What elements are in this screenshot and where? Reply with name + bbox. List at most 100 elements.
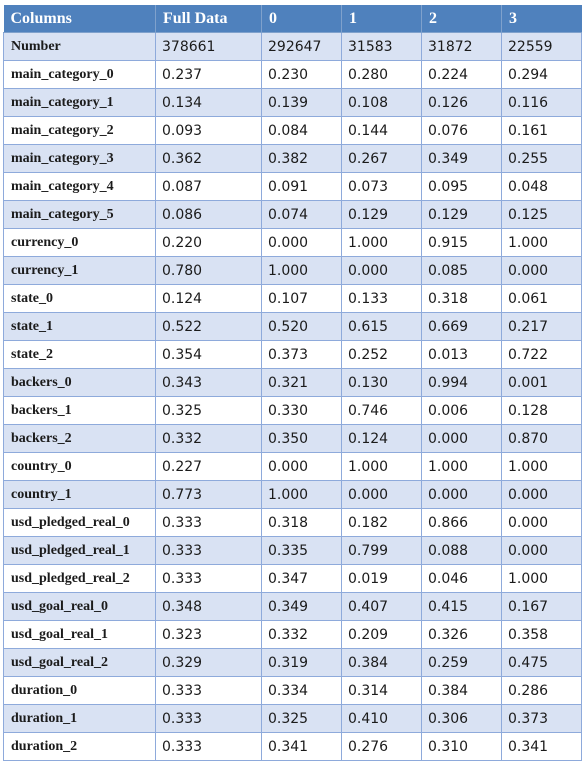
- value-cell: 0.799: [341, 536, 422, 565]
- value-cell: 0.341: [501, 732, 582, 761]
- value-cell: 0.325: [261, 704, 342, 733]
- table-row: state_0 0.124 0.107 0.133 0.318 0.061: [3, 284, 582, 313]
- value-cell: 0.133: [341, 284, 422, 313]
- value-cell: 0.209: [341, 620, 422, 649]
- value-cell: 0.076: [421, 116, 502, 145]
- value-cell: 0.217: [501, 312, 582, 341]
- value-cell: 0.048: [501, 172, 582, 201]
- row-label-cell: usd_pledged_real_0: [3, 508, 156, 537]
- value-cell: 0.350: [261, 424, 342, 453]
- value-cell: 292647: [261, 32, 342, 61]
- value-cell: 0.349: [421, 144, 502, 173]
- value-cell: 0.267: [341, 144, 422, 173]
- value-cell: 0.314: [341, 676, 422, 705]
- value-cell: 0.722: [501, 340, 582, 369]
- value-cell: 378661: [155, 32, 262, 61]
- table-row: usd_goal_real_1 0.323 0.332 0.209 0.326 0.358: [3, 620, 582, 649]
- table-row: Number 378661 292647 31583 31872 22559: [3, 32, 582, 61]
- value-cell: 0.000: [501, 508, 582, 537]
- value-cell: 0.019: [341, 564, 422, 593]
- table-row: backers_1 0.325 0.330 0.746 0.006 0.128: [3, 396, 582, 425]
- value-cell: 0.310: [421, 732, 502, 761]
- value-cell: 0.000: [501, 536, 582, 565]
- value-cell: 0.362: [155, 144, 262, 173]
- value-cell: 0.330: [261, 396, 342, 425]
- value-cell: 1.000: [341, 228, 422, 257]
- row-label-cell: usd_pledged_real_1: [3, 536, 156, 565]
- row-label-cell: state_1: [3, 312, 156, 341]
- row-label-cell: backers_0: [3, 368, 156, 397]
- value-cell: 0.013: [421, 340, 502, 369]
- value-cell: 0.046: [421, 564, 502, 593]
- column-header-full-data: Full Data: [155, 5, 262, 33]
- value-cell: 0.000: [261, 228, 342, 257]
- value-cell: 31583: [341, 32, 422, 61]
- value-cell: 0.407: [341, 592, 422, 621]
- row-label-cell: main_category_0: [3, 60, 156, 89]
- table-row: duration_2 0.333 0.341 0.276 0.310 0.341: [3, 732, 582, 761]
- value-cell: 1.000: [501, 228, 582, 257]
- table-row: backers_2 0.332 0.350 0.124 0.000 0.870: [3, 424, 582, 453]
- value-cell: 0.182: [341, 508, 422, 537]
- table-row: backers_0 0.343 0.321 0.130 0.994 0.001: [3, 368, 582, 397]
- value-cell: 0.167: [501, 592, 582, 621]
- row-label-cell: duration_2: [3, 732, 156, 761]
- value-cell: 0.318: [261, 508, 342, 537]
- value-cell: 0.325: [155, 396, 262, 425]
- value-cell: 0.294: [501, 60, 582, 89]
- value-cell: 0.128: [501, 396, 582, 425]
- value-cell: 0.522: [155, 312, 262, 341]
- row-label-cell: usd_goal_real_2: [3, 648, 156, 677]
- column-header-cluster-2: 2: [421, 5, 502, 33]
- value-cell: 0.161: [501, 116, 582, 145]
- value-cell: 0.124: [155, 284, 262, 313]
- row-label-cell: country_1: [3, 480, 156, 509]
- value-cell: 0.088: [421, 536, 502, 565]
- value-cell: 0.227: [155, 452, 262, 481]
- row-label-cell: usd_goal_real_0: [3, 592, 156, 621]
- table-header: Columns Full Data 0 1 2 3: [3, 5, 582, 33]
- value-cell: 0.866: [421, 508, 502, 537]
- table-row: currency_0 0.220 0.000 1.000 0.915 1.000: [3, 228, 582, 257]
- value-cell: 0.333: [155, 676, 262, 705]
- value-cell: 0.332: [155, 424, 262, 453]
- value-cell: 1.000: [261, 480, 342, 509]
- value-cell: 0.333: [155, 704, 262, 733]
- table-row: usd_goal_real_2 0.329 0.319 0.384 0.259 0.475: [3, 648, 582, 677]
- value-cell: 0.252: [341, 340, 422, 369]
- value-cell: 0.333: [155, 564, 262, 593]
- value-cell: 0.000: [421, 480, 502, 509]
- value-cell: 0.230: [261, 60, 342, 89]
- value-cell: 0.074: [261, 200, 342, 229]
- table-row: usd_pledged_real_2 0.333 0.347 0.019 0.046 1.…: [3, 564, 582, 593]
- value-cell: 0.126: [421, 88, 502, 117]
- value-cell: 0.134: [155, 88, 262, 117]
- value-cell: 0.669: [421, 312, 502, 341]
- table-row: usd_goal_real_0 0.348 0.349 0.407 0.415 0.167: [3, 592, 582, 621]
- value-cell: 0.615: [341, 312, 422, 341]
- table-row: state_1 0.522 0.520 0.615 0.669 0.217: [3, 312, 582, 341]
- value-cell: 0.334: [261, 676, 342, 705]
- value-cell: 0.348: [155, 592, 262, 621]
- value-cell: 0.107: [261, 284, 342, 313]
- value-cell: 1.000: [501, 564, 582, 593]
- value-cell: 0.000: [261, 452, 342, 481]
- cluster-statistics-table-container: Columns Full Data 0 1 2 3 Number 378661 29…: [3, 5, 582, 761]
- table-row: main_category_2 0.093 0.084 0.144 0.076 0.161: [3, 116, 582, 145]
- value-cell: 0.108: [341, 88, 422, 117]
- table-row: duration_0 0.333 0.334 0.314 0.384 0.286: [3, 676, 582, 705]
- column-header-columns: Columns: [3, 5, 156, 33]
- value-cell: 0.000: [341, 256, 422, 285]
- value-cell: 0.333: [155, 732, 262, 761]
- table-row: main_category_4 0.087 0.091 0.073 0.095 0.048: [3, 172, 582, 201]
- cluster-statistics-table: Columns Full Data 0 1 2 3 Number 378661 29…: [3, 5, 582, 761]
- value-cell: 0.087: [155, 172, 262, 201]
- value-cell: 0.093: [155, 116, 262, 145]
- table-row: state_2 0.354 0.373 0.252 0.013 0.722: [3, 340, 582, 369]
- table-row: main_category_1 0.134 0.139 0.108 0.126 0.116: [3, 88, 582, 117]
- value-cell: 0.349: [261, 592, 342, 621]
- value-cell: 0.006: [421, 396, 502, 425]
- value-cell: 31872: [421, 32, 502, 61]
- row-label-cell: currency_1: [3, 256, 156, 285]
- row-label-cell: main_category_5: [3, 200, 156, 229]
